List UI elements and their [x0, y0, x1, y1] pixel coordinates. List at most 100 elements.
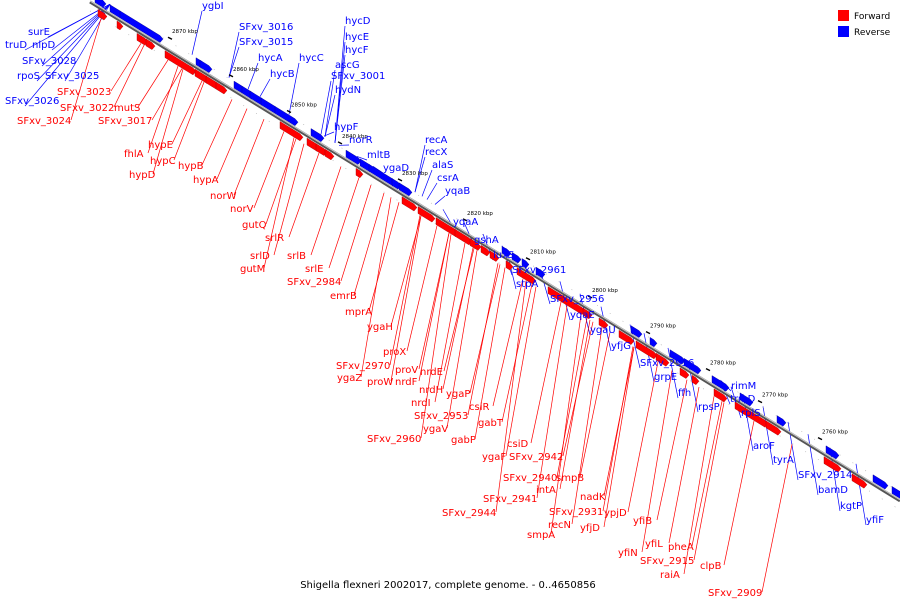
forward-label-leader — [692, 401, 722, 546]
reverse-gene-label: hycA — [258, 53, 283, 64]
reverse-gene-label: grpE — [654, 372, 677, 383]
forward-gene-label: csiD — [507, 439, 528, 450]
forward-label-leader — [560, 320, 590, 489]
reverse-gene-label: ygaD — [383, 163, 409, 174]
forward-label-leader — [603, 346, 633, 511]
forward-gene-label: SFxv_2944 — [442, 508, 496, 519]
forward-gene-label: ygaF — [482, 452, 506, 463]
kbp-tick-label: 2850 kbp — [291, 103, 317, 109]
forward-gene-label: SFxv_2909 — [708, 588, 762, 599]
reverse-gene-label: yqaA — [453, 217, 478, 228]
reverse-gene-label: SFxv_2961 — [512, 265, 566, 276]
legend-reverse-swatch — [838, 26, 849, 37]
forward-label-leader — [254, 131, 284, 208]
forward-gene-label: ygaV — [423, 424, 448, 435]
forward-gene-label: ygaZ — [337, 373, 362, 384]
forward-label-leader — [669, 387, 699, 543]
forward-label-leader — [551, 314, 581, 534]
forward-gene-label: proX — [383, 347, 406, 358]
forward-gene-label: proV — [395, 365, 418, 376]
forward-gene-label: clpB — [700, 561, 722, 572]
reverse-gene-label: aroF — [753, 441, 775, 452]
kbp-tick-label: 2760 kbp — [822, 430, 848, 436]
reverse-gene-label: hydN — [335, 85, 361, 96]
forward-gene-label: nrdE — [420, 367, 443, 378]
reverse-gene-label: gshA — [474, 235, 499, 246]
reverse-label-leader — [415, 145, 425, 192]
kbp-tick-mark — [818, 438, 822, 440]
reverse-gene-label: tyrA — [773, 455, 794, 466]
forward-label-leader — [266, 139, 296, 224]
forward-gene-label: SFxv_2970 — [336, 361, 390, 372]
reverse-gene-label: SFxv_3026 — [5, 96, 59, 107]
forward-label-leader — [289, 153, 319, 237]
kbp-tick-mark — [338, 142, 342, 144]
forward-gene-label: hypE — [148, 140, 173, 151]
kbp-tick-mark — [168, 37, 172, 39]
legend-forward-label: Forward — [854, 12, 890, 22]
forward-gene-label: ypjD — [604, 508, 627, 519]
reverse-gene-label: SFxv_3015 — [239, 37, 293, 48]
kbp-tick-mark — [706, 369, 710, 371]
reverse-gene-feature — [650, 337, 657, 346]
forward-label-leader — [604, 347, 634, 527]
reverse-gene-label: hycC — [299, 53, 324, 64]
forward-label-leader — [419, 233, 449, 381]
forward-label-leader — [341, 185, 371, 281]
forward-label-leader — [311, 167, 341, 255]
reverse-gene-label: recX — [425, 147, 448, 158]
legend-forward-swatch — [838, 10, 849, 21]
reverse-label-leader — [229, 47, 239, 78]
reverse-gene-label: yfjG — [611, 341, 631, 352]
forward-gene-label: yfiN — [618, 548, 638, 559]
reverse-gene-label: rpsP — [698, 402, 720, 413]
forward-label-leader — [724, 421, 754, 565]
kbp-tick-label: 2790 kbp — [650, 324, 676, 330]
forward-label-leader — [506, 287, 536, 456]
reverse-gene-label: bamD — [818, 485, 848, 496]
forward-gene-label: srlB — [287, 251, 306, 262]
forward-label-leader — [657, 380, 687, 520]
reverse-label-leader — [260, 79, 270, 97]
forward-label-leader — [390, 215, 420, 365]
reverse-gene-label: hycB — [270, 69, 295, 80]
forward-gene-label: SFxv_3022 — [60, 103, 114, 114]
forward-gene-label: hypA — [193, 175, 219, 186]
reverse-gene-label: SFxv_2936 — [640, 358, 694, 369]
forward-label-leader — [354, 193, 384, 295]
reverse-gene-label: trmD — [730, 394, 756, 405]
forward-gene-label: SFxv_2915 — [640, 556, 694, 567]
reverse-gene-label: hycF — [345, 45, 369, 56]
forward-gene-label: pheA — [668, 542, 694, 553]
reverse-label-leader — [52, 4, 110, 50]
forward-label-leader — [537, 306, 567, 498]
reverse-label-leader — [427, 183, 437, 200]
forward-gene-label: gutM — [240, 264, 265, 275]
forward-label-leader — [264, 138, 294, 268]
reverse-gene-label: hypF — [334, 122, 359, 133]
reverse-gene-label: SFxv_3001 — [331, 71, 385, 82]
forward-gene-label: gutQ — [242, 220, 267, 231]
reverse-gene-label: stpA — [516, 279, 538, 290]
forward-label-leader — [217, 109, 247, 179]
kbp-tick-label: 2860 kbp — [233, 67, 259, 73]
forward-gene-label: hypC — [150, 156, 176, 167]
forward-gene-label: emrB — [330, 291, 357, 302]
reverse-gene-label: nlpD — [32, 40, 55, 51]
reverse-gene-label: ygaU — [590, 325, 616, 336]
forward-label-leader — [174, 82, 204, 160]
forward-gene-label: raiA — [660, 570, 680, 581]
kbp-tick-mark — [398, 179, 402, 181]
forward-gene-label: nrdF — [395, 377, 418, 388]
reverse-gene-label: ygbI — [202, 1, 224, 12]
forward-label-leader — [329, 178, 359, 268]
forward-gene-label: yfiL — [645, 539, 663, 550]
reverse-gene-label: luxS — [493, 250, 514, 261]
reverse-gene-label: recA — [425, 135, 448, 146]
reverse-label-leader — [808, 434, 818, 495]
forward-gene-label: mutS — [114, 103, 140, 114]
forward-gene-label: ygaH — [367, 322, 393, 333]
forward-gene-label: hypB — [178, 161, 204, 172]
